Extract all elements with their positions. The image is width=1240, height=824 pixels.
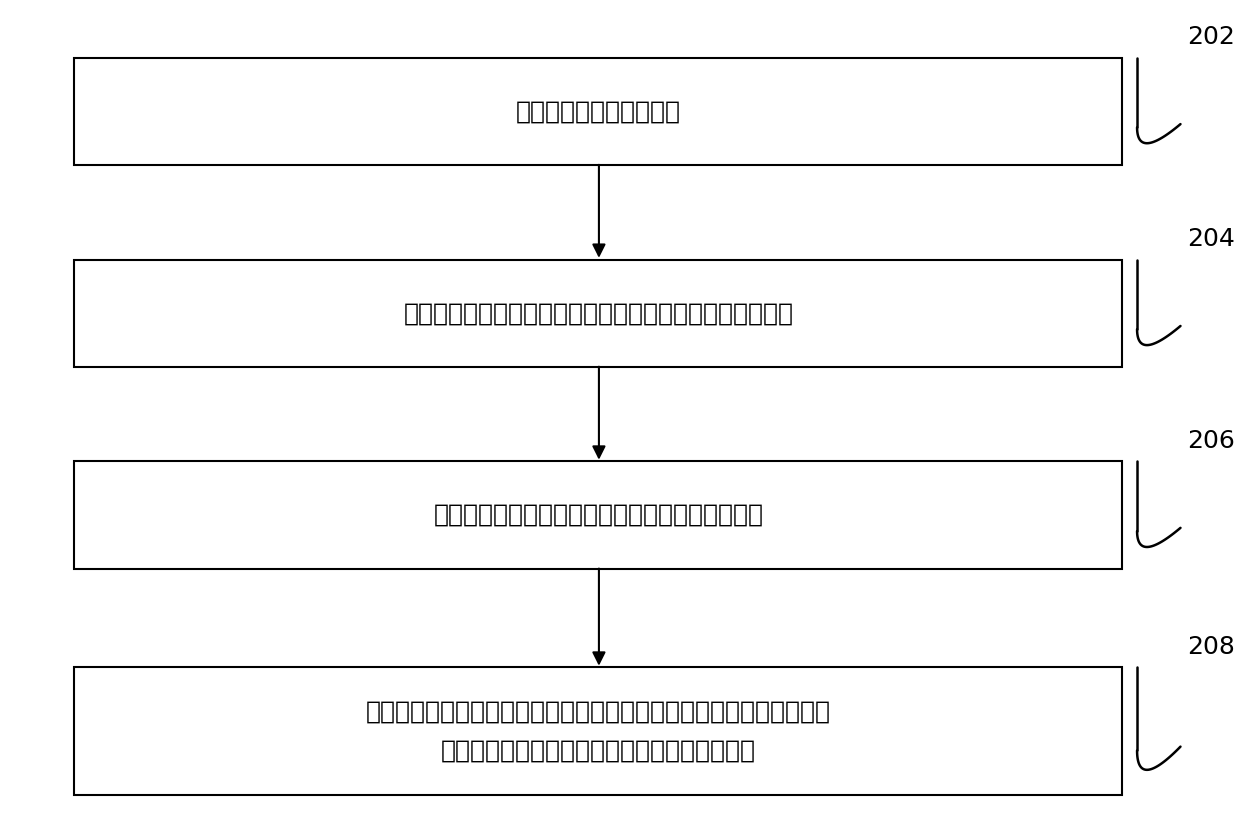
Text: 202: 202	[1187, 26, 1235, 49]
Bar	[74, 58, 1122, 165]
Bar	[74, 667, 1122, 795]
Text: 获取电池模组的产品图像: 获取电池模组的产品图像	[516, 99, 681, 124]
Text: 从产品图像中提取感温涂层特征和识别电池模组的模组编号: 从产品图像中提取感温涂层特征和识别电池模组的模组编号	[403, 301, 794, 325]
Bar	[74, 461, 1122, 569]
Text: 当所确定的温度值符合温度异常条件时，根据产品图像生成用于表示模: 当所确定的温度值符合温度异常条件时，根据产品图像生成用于表示模	[366, 700, 831, 723]
Bar	[74, 260, 1122, 367]
Text: 组编号对应的电池模组温度异常的温度警示信息: 组编号对应的电池模组温度异常的温度警示信息	[440, 739, 756, 763]
Text: 根据所提取的感温涂层特征确定电池模组的温度值: 根据所提取的感温涂层特征确定电池模组的温度值	[433, 503, 764, 527]
Text: 204: 204	[1187, 227, 1235, 251]
Text: 208: 208	[1187, 635, 1235, 659]
Text: 206: 206	[1187, 429, 1235, 453]
